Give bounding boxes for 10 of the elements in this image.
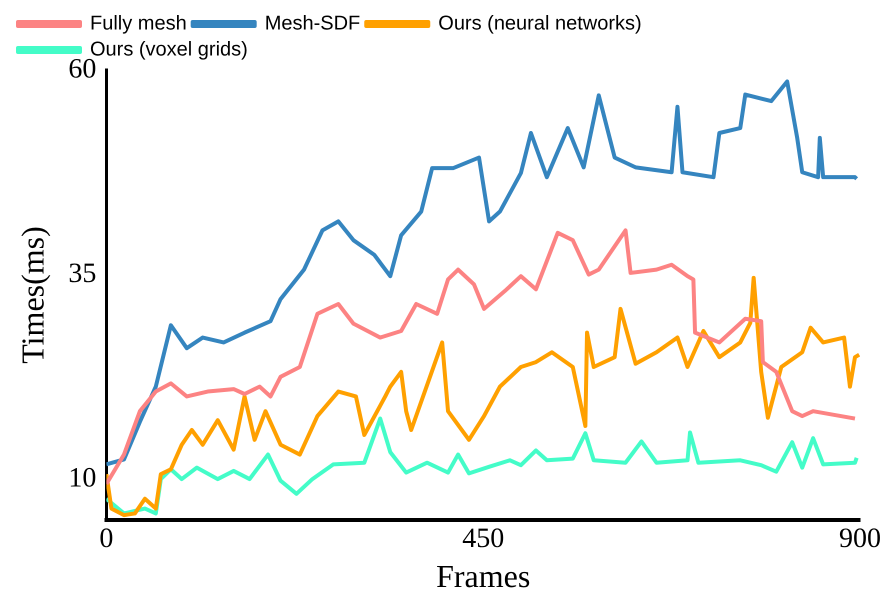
y-tick-label: 10 (68, 462, 96, 494)
x-tick-label: 900 (839, 523, 881, 554)
legend-label: Fully mesh (90, 12, 187, 35)
y-axis-title: Times(ms) (14, 226, 51, 364)
x-tick-label: 0 (99, 523, 114, 554)
legend-label: Ours (neural networks) (438, 12, 642, 35)
y-tick-label: 35 (68, 258, 96, 289)
legend-label: Mesh-SDF (264, 12, 360, 35)
x-axis-title: Frames (436, 558, 530, 594)
x-tick-label: 450 (462, 523, 504, 554)
